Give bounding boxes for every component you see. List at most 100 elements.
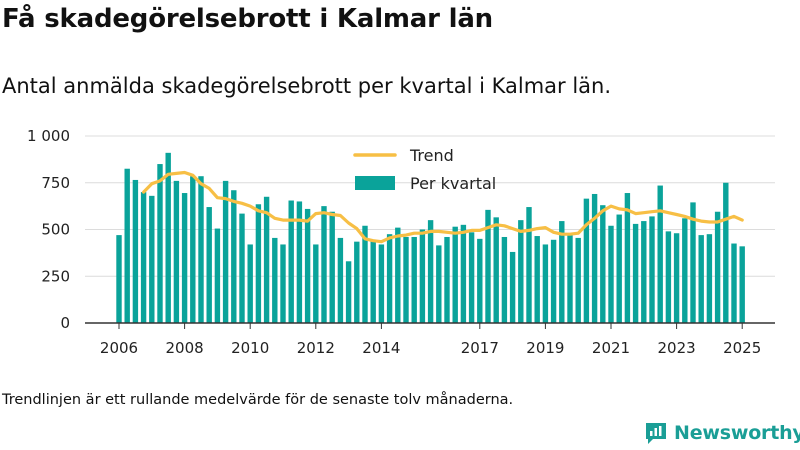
bar [386, 234, 393, 323]
bar [649, 216, 655, 323]
y-tick-label: 0 [60, 314, 70, 332]
bar [206, 207, 212, 323]
bar [436, 245, 442, 323]
bar [673, 233, 680, 323]
bar [419, 229, 426, 323]
x-tick-label: 2019 [526, 339, 564, 357]
x-tick-label: 2023 [658, 339, 696, 357]
bar [616, 214, 622, 323]
bar [247, 244, 253, 323]
bar [255, 204, 262, 323]
bar [165, 152, 171, 323]
bar [288, 200, 294, 323]
bar [444, 236, 450, 323]
bar [313, 244, 319, 323]
bar [411, 236, 417, 323]
bar [460, 224, 467, 323]
x-tick-label: 2021 [592, 339, 630, 357]
newsworthy-logo-icon [646, 423, 666, 444]
bar [222, 180, 229, 323]
chart-title: Få skadegörelsebrott i Kalmar län [2, 4, 493, 34]
x-tick-label: 2012 [297, 339, 335, 357]
trend-line-layer [142, 170, 744, 244]
bar [345, 261, 352, 323]
bar [690, 202, 696, 323]
bar [641, 221, 647, 323]
bar [149, 195, 155, 323]
bar [280, 244, 286, 323]
legend-per-kvartal-label: Per kvartal [410, 174, 496, 193]
bar [468, 232, 475, 323]
bar [714, 211, 721, 323]
y-tick-label: 1 000 [27, 127, 70, 145]
bar [624, 193, 631, 323]
bar [583, 198, 590, 323]
bar [698, 235, 704, 323]
bar [329, 211, 335, 323]
bar [378, 244, 385, 323]
bar [140, 192, 147, 323]
bar [403, 236, 409, 323]
bar [550, 239, 557, 323]
bar-chart: 0 250 500 750 1 000 2006 2008 2010 2012 2014 2017… [27, 127, 775, 357]
bar [337, 237, 344, 323]
legend-per-kvartal-swatch [355, 176, 395, 190]
x-tick-label: 2010 [231, 339, 269, 357]
trend-line [142, 170, 744, 244]
bar [501, 236, 508, 323]
x-tick-label: 2008 [166, 339, 204, 357]
y-tick-label: 250 [41, 267, 70, 285]
bar [682, 218, 688, 323]
bar [395, 227, 401, 323]
bar [239, 213, 245, 323]
x-tick-label: 2017 [461, 339, 499, 357]
bar [559, 221, 565, 323]
brand-name: Newsworthy [674, 422, 800, 444]
bar [132, 179, 139, 323]
bar [124, 168, 130, 323]
y-axis-ticks: 0 250 500 750 1 000 [27, 127, 70, 332]
legend-trend-label: Trend [409, 146, 454, 165]
bar [723, 182, 729, 323]
bar [493, 217, 499, 323]
x-tick-label: 2006 [100, 339, 138, 357]
bar [665, 231, 672, 323]
bar [542, 244, 549, 323]
y-tick-label: 500 [41, 221, 70, 239]
bar [591, 193, 598, 323]
bar [706, 234, 713, 323]
bar [231, 190, 237, 323]
bar [370, 240, 376, 323]
bar [304, 208, 311, 323]
bar [263, 196, 270, 323]
bar [526, 207, 532, 323]
bar [427, 220, 434, 323]
y-tick-label: 750 [41, 174, 70, 192]
bar [362, 225, 368, 323]
bar [272, 237, 278, 323]
bar [452, 226, 458, 323]
bar [190, 176, 196, 323]
bar [321, 206, 327, 323]
bar [608, 225, 614, 323]
x-tick-label: 2025 [723, 339, 761, 357]
bar [173, 180, 180, 323]
bar [485, 209, 491, 323]
bar [575, 237, 581, 323]
bar [739, 246, 745, 323]
bar [477, 238, 483, 323]
bar [632, 223, 639, 323]
footnote: Trendlinjen är ett rullande medelvärde f… [2, 392, 514, 408]
x-axis: 2006 2008 2010 2012 2014 2017 2019 2021 2023 2025 [85, 322, 775, 357]
x-tick-label: 2014 [362, 339, 400, 357]
bar [157, 164, 163, 323]
bar [214, 228, 221, 323]
bar [534, 236, 540, 323]
bar [181, 193, 188, 323]
bar [657, 185, 663, 323]
bar [198, 176, 204, 323]
brand-logo[interactable]: Newsworthy [644, 420, 800, 446]
bar [116, 235, 122, 323]
bars-per-kvartal [116, 152, 745, 323]
bar [518, 220, 524, 323]
